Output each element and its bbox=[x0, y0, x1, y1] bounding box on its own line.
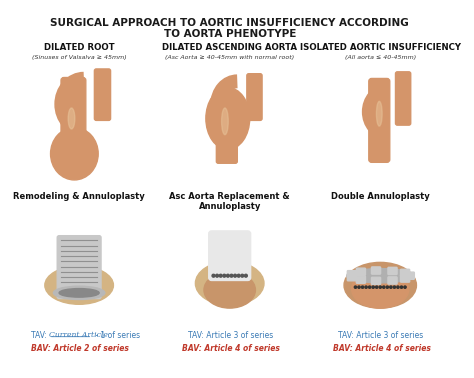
Circle shape bbox=[237, 274, 240, 277]
Circle shape bbox=[241, 274, 244, 277]
Circle shape bbox=[230, 274, 233, 277]
Text: Remodeling & Annuloplasty: Remodeling & Annuloplasty bbox=[13, 192, 145, 201]
Ellipse shape bbox=[68, 108, 75, 129]
Circle shape bbox=[368, 286, 371, 288]
Circle shape bbox=[227, 274, 229, 277]
Ellipse shape bbox=[352, 270, 409, 308]
FancyBboxPatch shape bbox=[347, 274, 356, 281]
FancyBboxPatch shape bbox=[61, 77, 86, 145]
Ellipse shape bbox=[344, 262, 417, 308]
FancyBboxPatch shape bbox=[347, 271, 356, 278]
FancyBboxPatch shape bbox=[369, 79, 390, 162]
Ellipse shape bbox=[347, 268, 414, 283]
Text: ISOLATED AORTIC INSUFFICIENCY: ISOLATED AORTIC INSUFFICIENCY bbox=[300, 43, 461, 52]
Circle shape bbox=[358, 286, 360, 288]
FancyBboxPatch shape bbox=[401, 275, 410, 282]
FancyBboxPatch shape bbox=[356, 268, 365, 275]
Text: DILATED ASCENDING AORTA: DILATED ASCENDING AORTA bbox=[162, 43, 297, 52]
Text: BAV: Article 2 of series: BAV: Article 2 of series bbox=[31, 344, 129, 353]
Ellipse shape bbox=[51, 127, 98, 180]
Text: DILATED ROOT: DILATED ROOT bbox=[44, 43, 114, 52]
Circle shape bbox=[355, 286, 356, 288]
Circle shape bbox=[393, 286, 395, 288]
Circle shape bbox=[223, 274, 226, 277]
FancyBboxPatch shape bbox=[356, 276, 365, 283]
Text: Double Annuloplasty: Double Annuloplasty bbox=[331, 192, 429, 201]
Circle shape bbox=[365, 286, 367, 288]
Text: (All aorta ≤ 40-45mm): (All aorta ≤ 40-45mm) bbox=[345, 55, 416, 60]
Text: TO AORTA PHENOTYPE: TO AORTA PHENOTYPE bbox=[164, 29, 296, 39]
Text: TAV: Article 3 of series: TAV: Article 3 of series bbox=[338, 331, 424, 340]
Text: TAV: Article 3 of series: TAV: Article 3 of series bbox=[188, 331, 273, 340]
Circle shape bbox=[386, 286, 389, 288]
Text: (Sinuses of Valsalva ≥ 45mm): (Sinuses of Valsalva ≥ 45mm) bbox=[32, 55, 127, 60]
FancyBboxPatch shape bbox=[388, 277, 397, 284]
FancyBboxPatch shape bbox=[216, 121, 237, 163]
Ellipse shape bbox=[195, 262, 264, 305]
Ellipse shape bbox=[221, 108, 228, 135]
FancyBboxPatch shape bbox=[388, 267, 397, 274]
Text: Current Article: Current Article bbox=[49, 331, 108, 339]
FancyBboxPatch shape bbox=[372, 277, 381, 285]
FancyBboxPatch shape bbox=[247, 74, 262, 121]
FancyBboxPatch shape bbox=[57, 236, 101, 299]
Circle shape bbox=[361, 286, 364, 288]
Ellipse shape bbox=[54, 286, 105, 299]
Ellipse shape bbox=[206, 88, 250, 149]
Text: BAV: Article 4 of series: BAV: Article 4 of series bbox=[182, 344, 280, 353]
Circle shape bbox=[404, 286, 406, 288]
Circle shape bbox=[212, 274, 215, 277]
Circle shape bbox=[401, 286, 402, 288]
FancyBboxPatch shape bbox=[94, 69, 110, 121]
Ellipse shape bbox=[45, 266, 113, 304]
Circle shape bbox=[390, 286, 392, 288]
Text: (Asc Aorta ≥ 40-45mm with normal root): (Asc Aorta ≥ 40-45mm with normal root) bbox=[165, 55, 294, 60]
FancyBboxPatch shape bbox=[405, 272, 414, 279]
Circle shape bbox=[245, 274, 247, 277]
Text: BAV: Article 4 of series: BAV: Article 4 of series bbox=[333, 344, 430, 353]
Circle shape bbox=[216, 274, 219, 277]
Circle shape bbox=[372, 286, 374, 288]
FancyBboxPatch shape bbox=[395, 72, 411, 125]
FancyBboxPatch shape bbox=[209, 231, 251, 280]
Text: Asc Aorta Replacement &
Annuloplasty: Asc Aorta Replacement & Annuloplasty bbox=[169, 192, 290, 211]
Circle shape bbox=[375, 286, 378, 288]
Circle shape bbox=[397, 286, 399, 288]
Text: - 1 of series: - 1 of series bbox=[93, 331, 141, 340]
Ellipse shape bbox=[59, 288, 99, 297]
Circle shape bbox=[383, 286, 385, 288]
Circle shape bbox=[234, 274, 237, 277]
FancyBboxPatch shape bbox=[401, 269, 410, 276]
Ellipse shape bbox=[204, 272, 255, 308]
Circle shape bbox=[379, 286, 382, 288]
Circle shape bbox=[219, 274, 222, 277]
Text: SURGICAL APPROACH TO AORTIC INSUFFICIENCY ACCORDING: SURGICAL APPROACH TO AORTIC INSUFFICIENC… bbox=[50, 19, 409, 28]
Text: TAV:: TAV: bbox=[31, 331, 50, 340]
Ellipse shape bbox=[376, 101, 382, 126]
FancyBboxPatch shape bbox=[372, 267, 381, 274]
